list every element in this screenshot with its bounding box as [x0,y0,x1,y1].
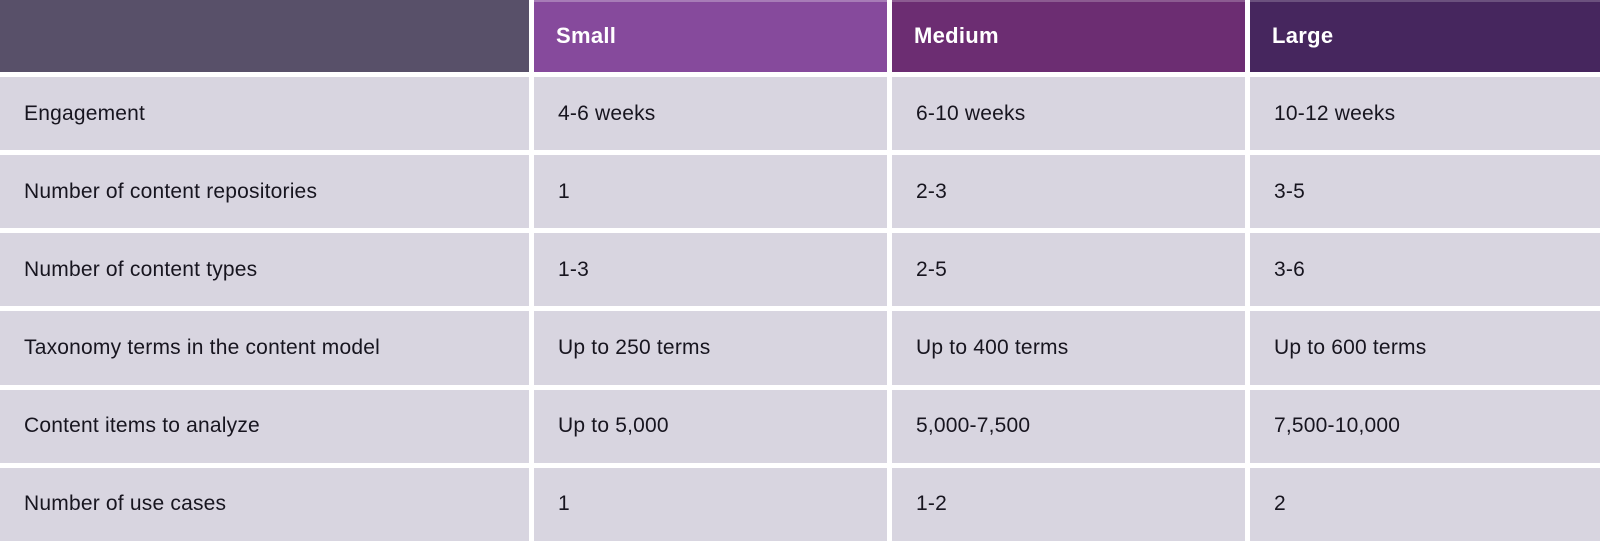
header-corner-cell [0,0,529,72]
cell-engagement-small: 4-6 weeks [534,77,887,151]
cell-taxonomy-medium: Up to 400 terms [892,311,1245,385]
row-label-content-items: Content items to analyze [0,389,529,463]
row-label-taxonomy-terms: Taxonomy terms in the content model [0,311,529,385]
cell-use-cases-medium: 1-2 [892,467,1245,541]
cell-content-items-small: Up to 5,000 [534,389,887,463]
row-label-content-types: Number of content types [0,233,529,307]
cell-engagement-large: 10-12 weeks [1250,77,1600,151]
cell-repositories-medium: 2-3 [892,155,1245,229]
row-label-use-cases: Number of use cases [0,467,529,541]
column-header-small: Small [534,0,887,72]
cell-content-types-large: 3-6 [1250,233,1600,307]
cell-repositories-small: 1 [534,155,887,229]
row-label-content-repositories: Number of content repositories [0,155,529,229]
cell-content-types-small: 1-3 [534,233,887,307]
cell-content-items-large: 7,500-10,000 [1250,389,1600,463]
cell-use-cases-small: 1 [534,467,887,541]
cell-repositories-large: 3-5 [1250,155,1600,229]
cell-content-items-medium: 5,000-7,500 [892,389,1245,463]
column-header-large: Large [1250,0,1600,72]
cell-engagement-medium: 6-10 weeks [892,77,1245,151]
cell-taxonomy-small: Up to 250 terms [534,311,887,385]
cell-content-types-medium: 2-5 [892,233,1245,307]
row-label-engagement: Engagement [0,77,529,151]
cell-taxonomy-large: Up to 600 terms [1250,311,1600,385]
column-header-medium: Medium [892,0,1245,72]
cell-use-cases-large: 2 [1250,467,1600,541]
